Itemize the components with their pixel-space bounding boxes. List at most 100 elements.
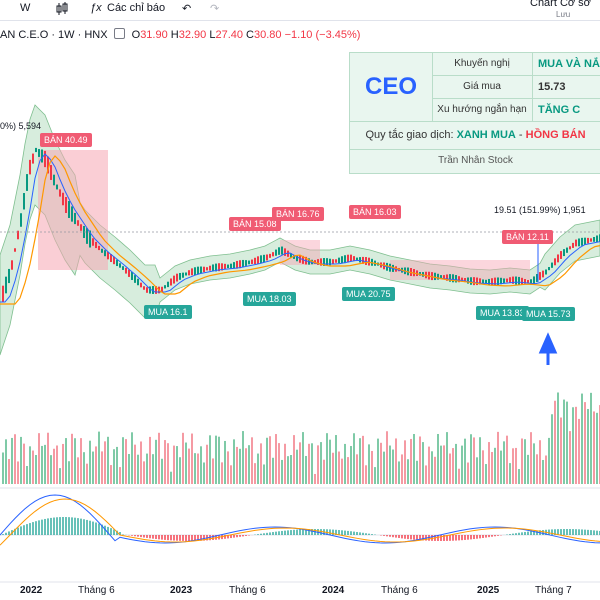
- volume-bar: [314, 473, 316, 484]
- macd-histogram-bar: [473, 535, 475, 540]
- candle: [317, 259, 319, 265]
- macd-histogram-bar: [353, 531, 355, 535]
- recommendation-table: CEO Khuyến nghị MUA VÀ NẮ Giá mua 15.73 …: [349, 52, 600, 174]
- candle: [503, 278, 505, 283]
- candle: [218, 263, 220, 272]
- candle: [167, 281, 169, 288]
- sell-signal[interactable]: BÁN 40.49: [40, 133, 92, 147]
- candle: [275, 249, 277, 256]
- volume-bar: [149, 436, 151, 484]
- macd-histogram-bar: [515, 533, 517, 535]
- candle: [128, 269, 130, 277]
- volume-bar: [464, 438, 466, 484]
- volume-bar: [290, 455, 292, 484]
- candle: [506, 278, 508, 283]
- macd-histogram-bar: [170, 535, 172, 541]
- undo-icon[interactable]: ↶: [182, 3, 192, 15]
- sell-signal[interactable]: BÁN 16.76: [272, 207, 324, 221]
- candle: [545, 269, 547, 275]
- volume-bar: [545, 455, 547, 484]
- volume-bar: [512, 448, 514, 484]
- volume-bar: [479, 437, 481, 484]
- buy-signal[interactable]: MUA 18.03: [243, 292, 296, 306]
- volume-bar: [500, 450, 502, 484]
- candle: [446, 274, 448, 281]
- candle: [359, 257, 361, 263]
- volume-bar: [350, 446, 352, 484]
- volume-bar: [326, 433, 328, 484]
- macd-histogram-bar: [23, 525, 25, 535]
- volume-bar: [101, 451, 103, 484]
- macd-histogram-bar: [293, 529, 295, 535]
- visibility-icon[interactable]: [113, 28, 125, 39]
- macd-histogram-bar: [236, 535, 238, 538]
- buy-signal[interactable]: MUA 16.1: [144, 305, 192, 319]
- buy-signal[interactable]: MUA 20.75: [342, 287, 395, 301]
- volume-bar: [365, 465, 367, 484]
- candle: [596, 235, 598, 243]
- macd-histogram-bar: [224, 535, 226, 539]
- candle: [113, 256, 115, 265]
- sell-signal[interactable]: BÁN 15.08: [229, 217, 281, 231]
- volume-bar: [341, 458, 343, 484]
- macd-histogram-bar: [8, 531, 10, 535]
- macd-histogram-bar: [497, 535, 499, 536]
- macd-histogram-bar: [50, 517, 52, 535]
- candles-icon[interactable]: [56, 2, 68, 19]
- volume-bar: [125, 439, 127, 484]
- volume-bar: [299, 442, 301, 484]
- volume-bar: [296, 449, 298, 484]
- macd-histogram-bar: [506, 534, 508, 535]
- sell-signal[interactable]: BÁN 12.11: [502, 230, 553, 244]
- volume-bar: [227, 451, 229, 484]
- macd-histogram-bar: [344, 530, 346, 535]
- volume-bar: [509, 463, 511, 484]
- macd-histogram-bar: [509, 534, 511, 535]
- macd-histogram-bar: [89, 520, 91, 535]
- sell-signal[interactable]: BÁN 16.03: [349, 205, 401, 219]
- indicators-button[interactable]: Các chỉ báo: [107, 2, 166, 14]
- macd-histogram-bar: [71, 517, 73, 535]
- symbol-name[interactable]: AN C.E.O · 1W · HNX: [0, 29, 108, 41]
- macd-histogram-bar: [581, 529, 583, 535]
- indicators-icon[interactable]: ƒx: [90, 2, 102, 14]
- redo-icon[interactable]: ↷: [210, 3, 220, 15]
- volume-bar: [71, 433, 73, 484]
- candle: [326, 258, 328, 266]
- chart-layout-title[interactable]: Chart Cơ sở: [530, 0, 591, 9]
- buy-signal[interactable]: MUA 15.73: [522, 307, 575, 321]
- volume-bar: [128, 454, 130, 484]
- macd-histogram-bar: [578, 529, 580, 535]
- macd-histogram-bar: [65, 517, 67, 535]
- volume-bar: [158, 432, 160, 484]
- macd-histogram-bar: [299, 529, 301, 535]
- volume-bar: [518, 469, 520, 484]
- candle: [566, 247, 568, 253]
- candle: [542, 270, 544, 278]
- candle: [200, 266, 202, 274]
- interval-button[interactable]: W: [20, 2, 31, 14]
- candle: [38, 149, 40, 157]
- candle: [509, 277, 511, 283]
- volume-bar: [107, 436, 109, 484]
- volume-bar: [155, 439, 157, 484]
- candle: [116, 259, 118, 267]
- buy-signal[interactable]: MUA 13.83: [476, 306, 529, 320]
- candle: [491, 278, 493, 286]
- candle: [146, 287, 148, 293]
- macd-histogram-bar: [359, 532, 361, 535]
- candle: [68, 201, 70, 218]
- macd-histogram-bar: [281, 530, 283, 535]
- volume-bar: [140, 441, 142, 484]
- volume-bar: [233, 439, 235, 484]
- macd-histogram-bar: [26, 524, 28, 535]
- volume-bar: [47, 432, 49, 484]
- candle: [20, 213, 22, 227]
- macd-histogram-bar: [437, 535, 439, 541]
- candle: [212, 264, 214, 272]
- macd-histogram-bar: [461, 535, 463, 541]
- macd-histogram-bar: [152, 535, 154, 539]
- candle: [29, 159, 31, 175]
- volume-bar: [236, 446, 238, 484]
